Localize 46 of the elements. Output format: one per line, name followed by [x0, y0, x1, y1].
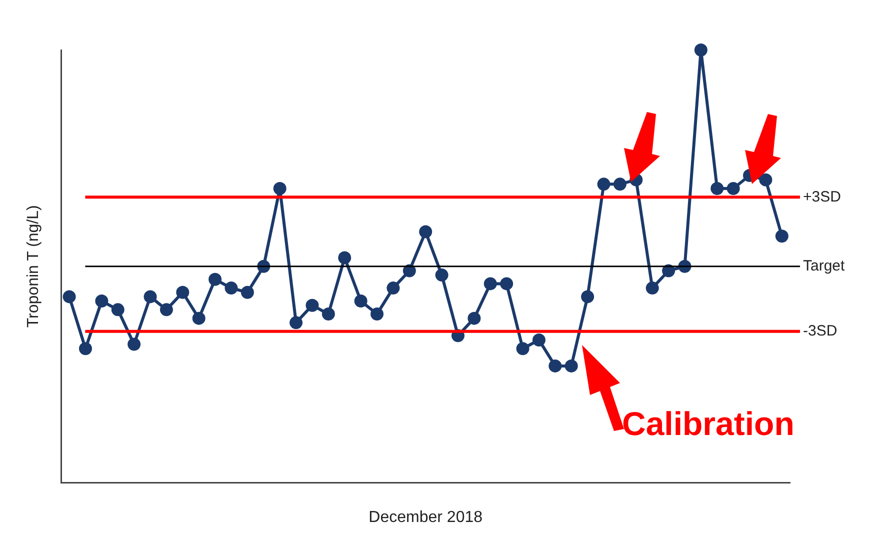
point: [306, 298, 319, 312]
point: [62, 290, 76, 304]
point: [322, 308, 335, 321]
point: [646, 282, 659, 295]
point: [144, 290, 157, 304]
point: [484, 277, 497, 290]
x-axis-title: December 2018: [368, 508, 483, 526]
ref-line-label: +3SD: [803, 188, 842, 206]
point: [78, 342, 92, 356]
ref-line-label: -3SD: [803, 322, 838, 340]
point: [95, 294, 108, 308]
point: [224, 282, 238, 295]
point: [694, 44, 708, 56]
ref-line-label: Target: [803, 258, 846, 275]
point: [759, 173, 772, 186]
point: [338, 251, 352, 264]
point: [192, 312, 206, 325]
point: [290, 316, 303, 330]
point: [386, 282, 400, 295]
point: [775, 230, 788, 243]
point: [354, 294, 368, 308]
point: [419, 225, 432, 238]
point: [548, 359, 562, 372]
point: [662, 264, 676, 278]
point: [516, 342, 530, 356]
point: [160, 303, 173, 316]
annotation: Calibration: [622, 405, 794, 443]
point: [273, 182, 286, 195]
point: [468, 312, 481, 325]
point: [581, 290, 594, 304]
point: [208, 272, 222, 286]
y-axis-title: Troponin T (ng/L): [25, 205, 42, 328]
point: [111, 303, 124, 316]
point: [564, 359, 578, 372]
point: [500, 277, 514, 290]
point: [370, 308, 384, 321]
point: [613, 178, 626, 191]
point: [402, 264, 416, 278]
point: [597, 178, 610, 191]
point: [726, 182, 740, 195]
point: [710, 182, 724, 195]
point: [532, 333, 546, 346]
point: [240, 286, 254, 299]
point: [128, 338, 141, 351]
point: [435, 268, 448, 282]
point: [176, 286, 190, 299]
